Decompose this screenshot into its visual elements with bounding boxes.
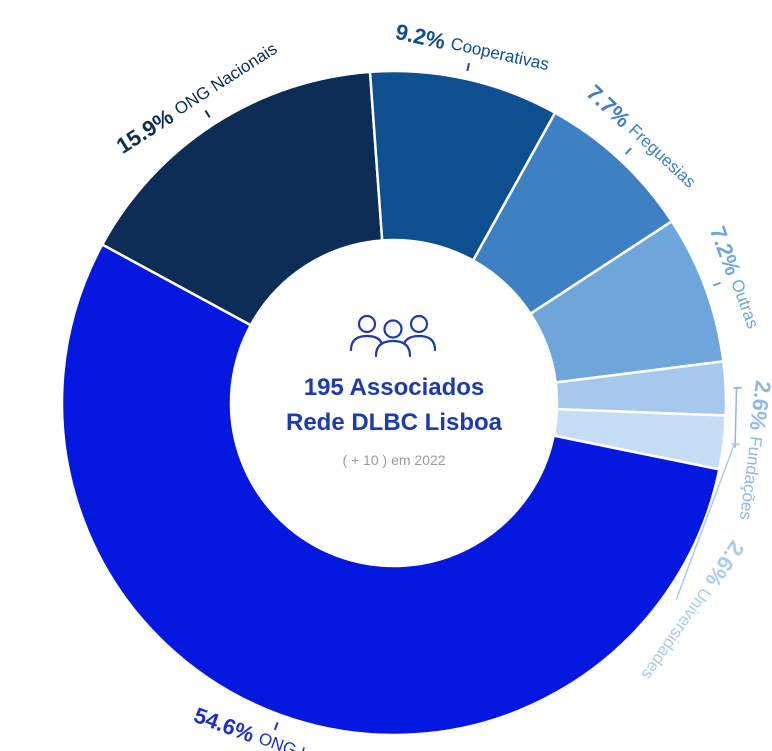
label-tick-ong-nacionais xyxy=(204,110,211,118)
center-title-line1: 195 Associados xyxy=(304,374,485,401)
label-cooperativas: 9.2% Cooperativas xyxy=(393,19,551,77)
label-leader-universidades xyxy=(675,443,736,600)
slices-group xyxy=(60,69,728,737)
label-cat-cooperativas: Cooperativas xyxy=(449,35,551,75)
center-block: 195 Associados Rede DLBC Lisboa ( + 10 )… xyxy=(286,314,503,468)
label-pct-ong-locais: 54.6% xyxy=(191,702,264,749)
label-leader-fundacoes xyxy=(734,387,738,448)
label-tick-universidades xyxy=(731,442,740,446)
center-subtitle: ( + 10 ) em 2022 xyxy=(342,452,445,468)
label-tick-freguesias xyxy=(624,147,632,155)
label-pct-ong-nacionais: 15.9% xyxy=(112,100,183,158)
label-cat-fundacoes: Fundações xyxy=(735,435,765,521)
label-tick-outras xyxy=(712,281,721,287)
slice-ong-nacionais xyxy=(100,70,384,327)
label-pct-cooperativas: 9.2% xyxy=(393,19,453,56)
label-pct-fundacoes: 2.6% xyxy=(744,379,772,438)
label-cat-outras: Outras xyxy=(727,277,762,331)
label-fundacoes: 2.6% Fundações xyxy=(733,379,772,521)
people-group-icon xyxy=(349,314,437,358)
center-title-line2: Rede DLBC Lisboa xyxy=(286,409,503,436)
label-cat-ong-locais: ONG Locais xyxy=(256,729,350,751)
label-tick-cooperativas xyxy=(466,62,470,72)
slice-ong-locais xyxy=(60,242,721,737)
label-pct-outras: 7.2% xyxy=(705,223,748,284)
label-tick-ong-locais xyxy=(273,722,279,731)
